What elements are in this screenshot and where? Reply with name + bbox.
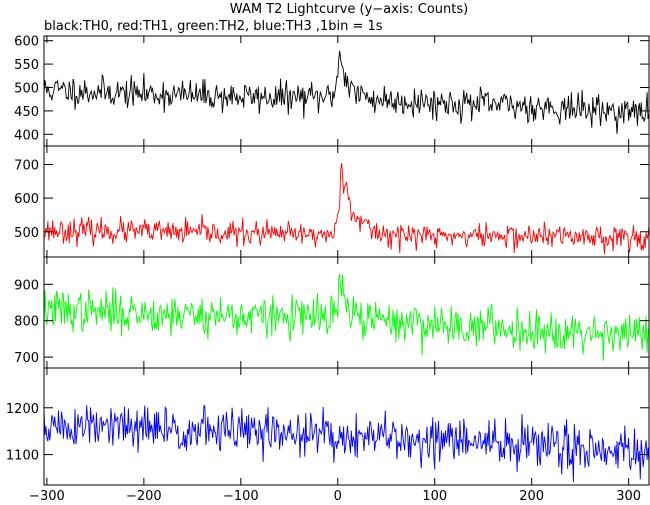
y-tick-label: 500 [14,226,39,241]
series-line-th1 [44,163,649,255]
x-axis: −300 −200 −100 0 100 200 300 [29,489,641,504]
panel-th1: 500 600 700 [14,145,650,258]
x-tick-label: 200 [519,489,544,504]
y-tick-label: 500 [14,81,39,96]
chart-title: WAM T2 Lightcurve (y−axis: Counts) [230,2,468,17]
y-tick-label: 700 [14,159,39,174]
x-tick-label: 100 [422,489,447,504]
y-tick-label: 900 [14,278,39,293]
series-line-th3 [44,404,649,483]
y-tick-label: 600 [14,192,39,207]
y-tick-label: 700 [14,351,39,366]
chart-subtitle: black:TH0, red:TH1, green:TH2, blue:TH3 … [44,19,383,34]
panels-group: 400 450 500 550 600 500 600 700 700 800 900 1100 120… [6,35,650,486]
x-tick-label: −100 [223,489,259,504]
y-tick-label: 800 [14,315,39,330]
y-tick-label: 450 [14,105,39,120]
panel-frame [43,35,650,147]
y-tick-label: 600 [14,35,39,50]
y-tick-label: 1200 [6,402,39,417]
y-tick-label: 1100 [6,449,39,464]
x-tick-label: 0 [334,489,342,504]
x-tick-label: −200 [126,489,162,504]
panel-th2: 700 800 900 [14,256,650,369]
x-tick-label: 300 [616,489,641,504]
x-tick-label: −300 [29,489,65,504]
panel-frame [43,145,650,258]
series-line-th0 [44,50,649,134]
panel-th3: 1100 1200 [6,367,650,486]
panel-frame [43,367,650,486]
y-tick-label: 550 [14,58,39,73]
series-line-th2 [44,273,649,361]
y-tick-label: 400 [14,128,39,143]
panel-th0: 400 450 500 550 600 [14,35,650,147]
